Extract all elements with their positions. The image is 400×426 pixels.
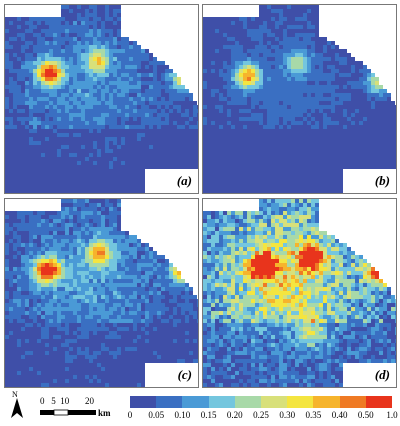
map-panel-d: (d) <box>202 198 397 388</box>
colorbar-swatch <box>287 396 314 408</box>
colorbar-swatch <box>234 396 262 408</box>
map-panel-b: (b) <box>202 4 397 194</box>
map-panel-a: (a) <box>4 4 199 194</box>
colorbar-tick-label: 1.0 <box>386 410 398 420</box>
colorbar-tick-label: 0.10 <box>174 410 191 420</box>
scale-num-0: 0 <box>40 396 45 406</box>
north-arrow-icon <box>11 398 23 418</box>
scale-num-5: 5 <box>51 396 56 406</box>
map-panel-c: (c) <box>4 198 199 388</box>
panel-label-d: (d) <box>374 367 390 382</box>
colorbar-swatch <box>261 396 288 408</box>
colorbar-tick-label: 0 <box>127 410 133 420</box>
colorbar-swatch <box>156 396 183 408</box>
colorbar-swatch <box>208 396 235 408</box>
colorbar-tick-label: 0.50 <box>357 410 374 420</box>
colorbar-tick-label: 0.05 <box>148 410 165 420</box>
colorbar-tick-label: 0.15 <box>200 410 217 420</box>
colorbar-ticks: 0 0.05 0.10 0.15 0.20 0.25 0.30 0.35 0.40 0.50 1.0 <box>127 410 398 424</box>
colorbar-swatch <box>339 396 366 408</box>
map-raster-a <box>5 5 198 193</box>
panel-label-b: (b) <box>374 173 390 188</box>
panel-label-a: (a) <box>176 173 192 188</box>
scale-numbers: 0 5 10 20 <box>40 396 94 406</box>
north-label: N <box>12 390 18 399</box>
panel-label-c: (c) <box>177 367 192 382</box>
map-raster-b <box>203 5 396 193</box>
colorbar <box>130 396 393 408</box>
colorbar-tick-label: 0.30 <box>279 410 296 420</box>
colorbar-tick-label: 0.35 <box>305 410 322 420</box>
map-raster-d <box>203 199 396 387</box>
colorbar-swatch <box>313 396 340 408</box>
scale-num-20: 20 <box>85 396 94 406</box>
colorbar-tick-label: 0.40 <box>331 410 348 420</box>
scale-unit: km <box>98 408 111 418</box>
colorbar-tick-label: 0.25 <box>253 410 269 420</box>
map-raster-c <box>5 199 198 387</box>
colorbar-tick-label: 0.20 <box>226 410 243 420</box>
colorbar-swatch <box>182 396 209 408</box>
colorbar-swatch <box>365 396 393 408</box>
scale-bar: km <box>40 408 111 418</box>
colorbar-swatch <box>130 396 157 408</box>
scale-num-10: 10 <box>60 396 70 406</box>
